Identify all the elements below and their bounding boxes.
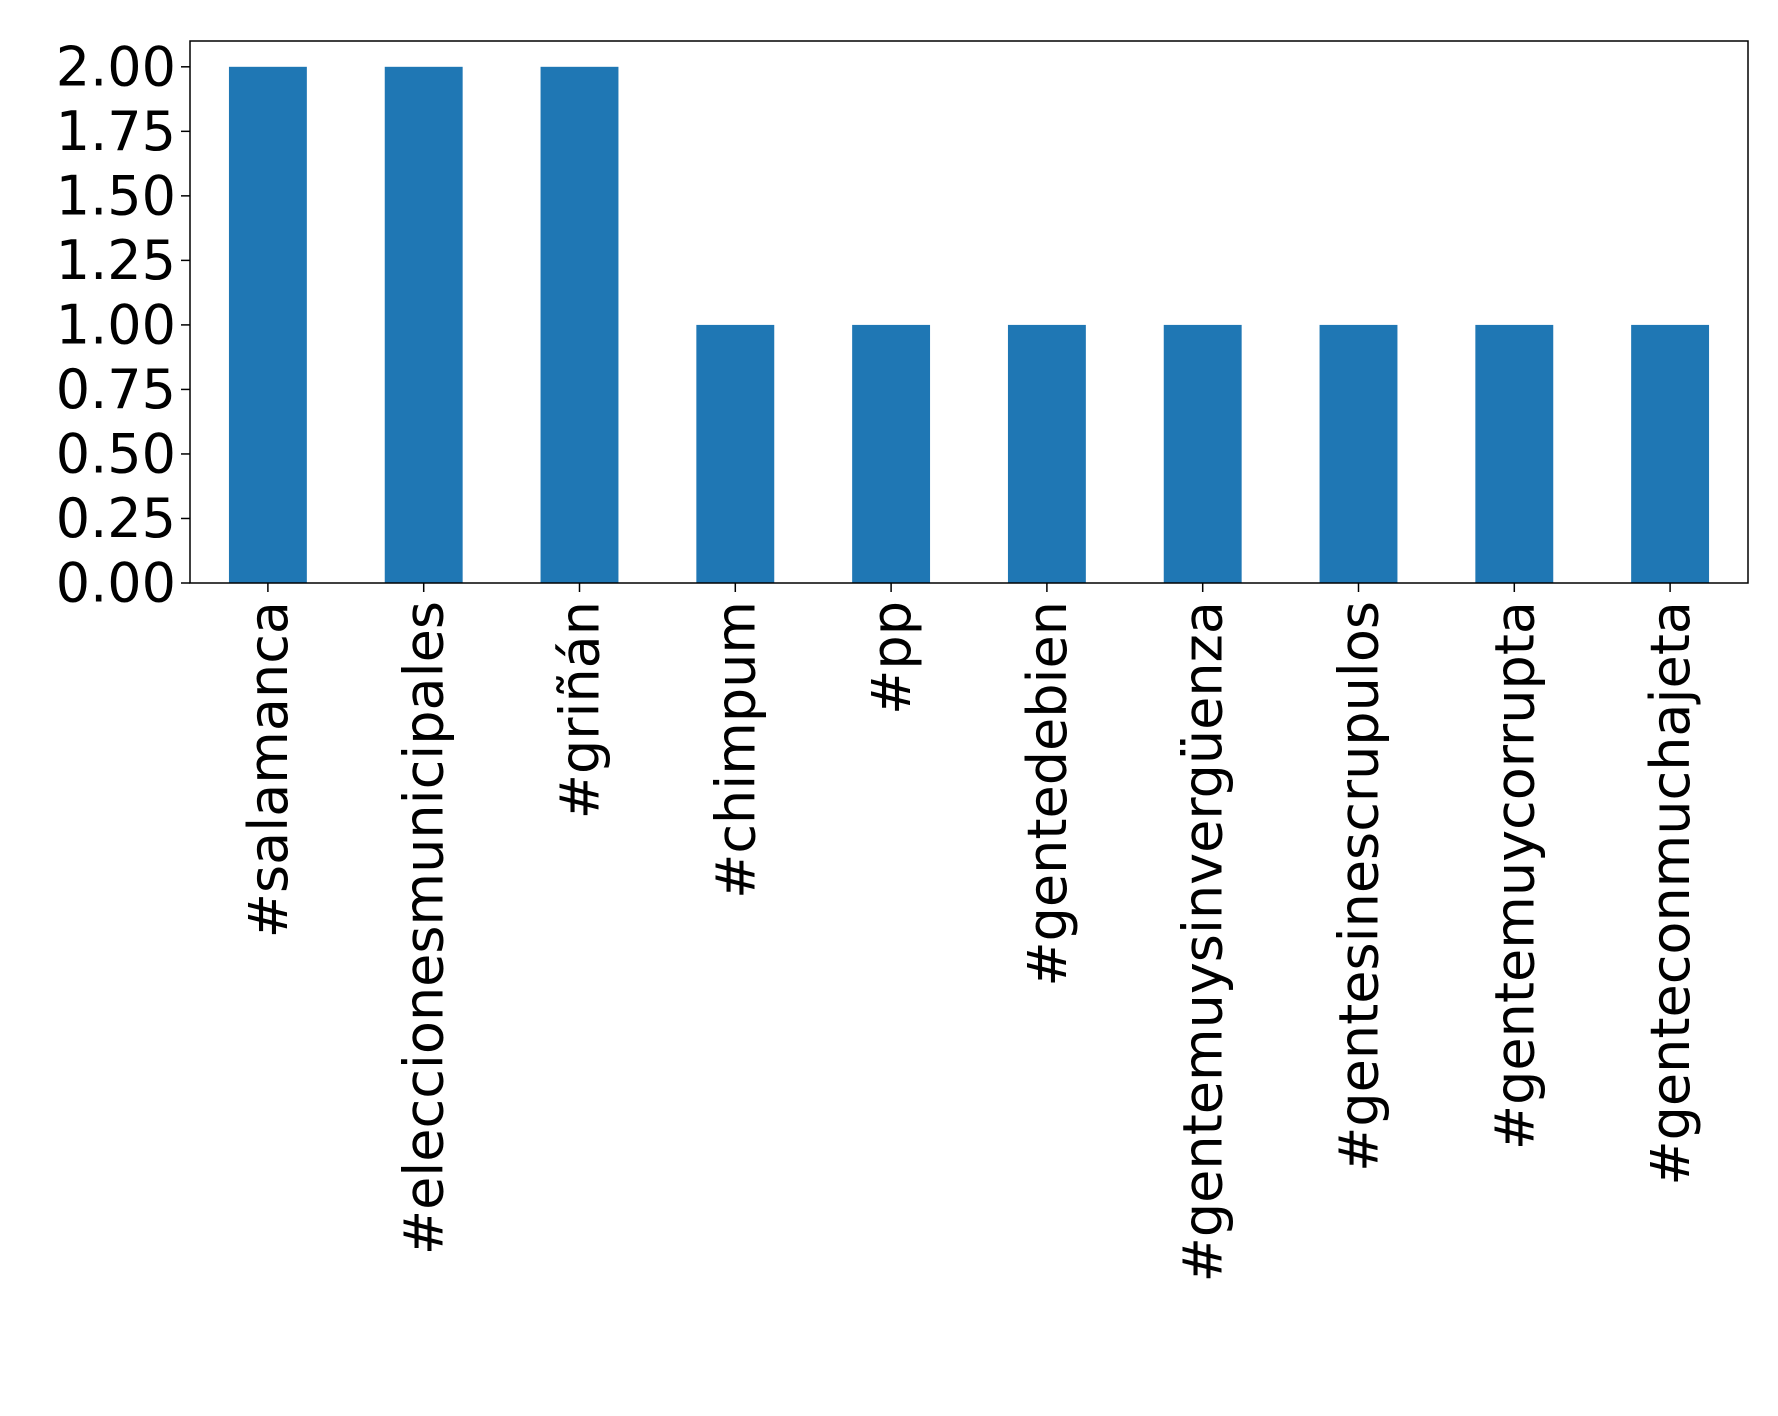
y-tick-label-1: 0.25: [56, 487, 176, 550]
x-tick-label-3: #chimpum: [704, 601, 767, 899]
y-tick-label-2: 0.50: [56, 422, 176, 485]
bar-8: [1475, 324, 1554, 583]
bar-2: [540, 66, 619, 584]
x-tick-label-2: #griñán: [549, 601, 612, 819]
x-tick-label-9: #genteconmuchajeta: [1639, 601, 1702, 1186]
bar-0: [228, 66, 307, 584]
bar-4: [852, 324, 931, 583]
bar-3: [696, 324, 775, 583]
bar-1: [384, 66, 463, 584]
x-tick-label-7: #gentesinescrupulos: [1328, 601, 1391, 1172]
bar-5: [1007, 324, 1086, 583]
x-tick-label-4: #pp: [860, 601, 923, 715]
bar-7: [1319, 324, 1398, 583]
plot-area-frame: [189, 40, 1749, 584]
y-tick-label-4: 1.00: [56, 293, 176, 356]
bar-9: [1631, 324, 1710, 583]
bar-6: [1163, 324, 1242, 583]
bars-group: [228, 66, 1710, 584]
x-tick-label-6: #gentemuysinvergüenza: [1172, 601, 1235, 1282]
x-tick-label-0: #salamanca: [237, 601, 300, 938]
x-tick-label-5: #gentedebien: [1016, 601, 1079, 987]
x-tick-label-8: #gentemuycorrupta: [1483, 601, 1546, 1150]
y-tick-label-5: 1.25: [56, 229, 176, 292]
y-tick-label-8: 2.00: [56, 35, 176, 98]
y-tick-label-0: 0.00: [56, 552, 176, 615]
y-tick-label-7: 1.75: [56, 100, 176, 163]
y-axis: 0.000.250.500.751.001.251.501.752.00: [56, 35, 190, 615]
y-tick-label-6: 1.50: [56, 164, 176, 227]
x-axis: #salamanca #eleccionesmunicipales #griñán #…: [237, 583, 1702, 1282]
y-tick-label-3: 0.75: [56, 358, 176, 421]
x-tick-label-1: #eleccionesmunicipales: [393, 601, 456, 1255]
